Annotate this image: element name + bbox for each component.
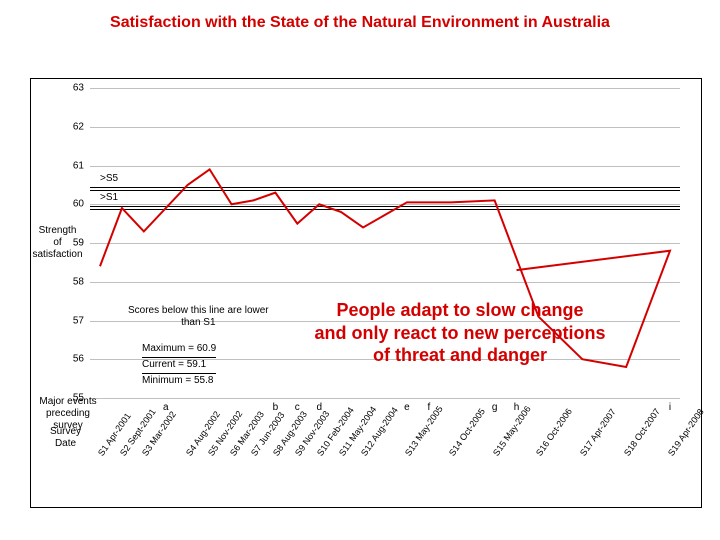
y-tick: 61 [73,160,90,171]
event-letter: i [669,402,671,413]
chart-title: Satisfaction with the State of the Natur… [0,0,720,38]
y-tick: 58 [73,276,90,287]
y-tick: 62 [73,121,90,132]
survey-date-label: SurveyDate [38,426,93,450]
data-line [90,88,680,398]
y-tick: 60 [73,199,90,210]
y-tick: 57 [73,315,90,326]
plot-area: Strengthofsatisfaction >S5 >S1 Scores be… [90,88,680,398]
event-letter: e [404,402,410,413]
event-letter: g [492,402,498,413]
y-tick: 56 [73,354,90,365]
chart-container: Strengthofsatisfaction >S5 >S1 Scores be… [30,78,702,508]
y-tick: 63 [73,83,90,94]
gridline [90,398,680,399]
y-tick: 59 [73,238,90,249]
